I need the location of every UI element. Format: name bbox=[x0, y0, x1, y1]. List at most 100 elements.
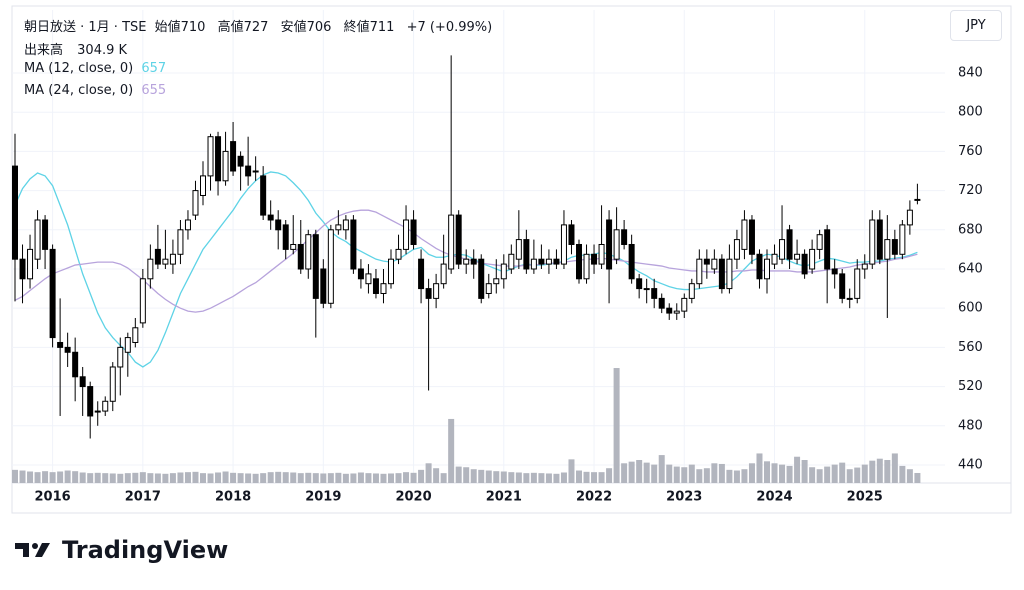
candle-body bbox=[365, 273, 372, 285]
volume-bar bbox=[733, 470, 740, 483]
volume-bar bbox=[621, 463, 628, 483]
volume-bar bbox=[365, 473, 372, 483]
candle-body bbox=[839, 273, 846, 299]
volume-bar bbox=[312, 473, 319, 483]
candle-body bbox=[658, 297, 665, 309]
candle-body bbox=[786, 229, 793, 260]
volume-bar bbox=[79, 472, 86, 483]
volume-bar bbox=[162, 473, 169, 483]
candle-body bbox=[79, 376, 86, 388]
candle-body bbox=[87, 386, 94, 417]
candle-body bbox=[809, 248, 816, 270]
candle-body bbox=[237, 155, 244, 167]
candle-body bbox=[72, 351, 79, 378]
volume-bar bbox=[523, 473, 530, 483]
header-line: 朝日放送 · 1月 · TSE 始値710 高値727 安値706 終値711 … bbox=[24, 16, 496, 35]
candle-body bbox=[410, 219, 417, 245]
volume-bar bbox=[801, 460, 808, 483]
candle-body bbox=[184, 219, 191, 231]
candle-body bbox=[583, 253, 590, 280]
currency-button[interactable]: JPY bbox=[950, 10, 1002, 41]
volume-bar bbox=[139, 472, 146, 483]
y-tick-label: 640 bbox=[958, 261, 983, 276]
candle-body bbox=[139, 278, 146, 324]
candle-body bbox=[455, 214, 462, 265]
volume-bar bbox=[681, 467, 688, 483]
volume-bar bbox=[576, 470, 582, 483]
volume-bar bbox=[320, 473, 327, 483]
volume-bar bbox=[200, 473, 206, 483]
candle-body bbox=[553, 258, 560, 265]
candle-body bbox=[598, 243, 605, 265]
candle-body bbox=[523, 239, 530, 270]
volume-bar bbox=[711, 463, 718, 483]
volume-bar bbox=[794, 456, 801, 483]
volume-bar bbox=[463, 467, 470, 483]
candle-body bbox=[500, 263, 507, 280]
candle-body bbox=[433, 283, 440, 299]
candle-body bbox=[538, 258, 545, 265]
volume-bar bbox=[290, 472, 297, 483]
volume-bar bbox=[282, 472, 289, 483]
volume-bar bbox=[372, 473, 379, 483]
candle-body bbox=[711, 258, 718, 270]
volume-bar bbox=[425, 463, 432, 483]
x-tick-label: 2020 bbox=[395, 490, 431, 505]
x-tick-label: 2024 bbox=[756, 490, 792, 505]
candle-body bbox=[19, 258, 26, 280]
candle-body bbox=[94, 410, 101, 413]
volume-bar bbox=[861, 464, 868, 483]
candle-body bbox=[576, 243, 582, 280]
candle-body bbox=[530, 258, 537, 270]
candle-body bbox=[425, 288, 432, 299]
y-tick-label: 760 bbox=[958, 144, 983, 159]
candle-body bbox=[673, 310, 680, 314]
volume-bar bbox=[809, 467, 816, 483]
volume-bar bbox=[327, 473, 334, 483]
volume-bar bbox=[440, 473, 447, 483]
volume-bar bbox=[215, 472, 222, 483]
volume-bar bbox=[636, 460, 643, 483]
volume-bar bbox=[184, 472, 191, 483]
y-tick-label: 480 bbox=[958, 418, 983, 433]
candle-body bbox=[418, 258, 425, 290]
volume-bar bbox=[771, 463, 778, 483]
volume-bar bbox=[764, 461, 770, 483]
candle-body bbox=[606, 219, 613, 270]
volume-bar bbox=[613, 368, 620, 483]
x-tick-label: 2016 bbox=[35, 490, 71, 505]
volume-bar bbox=[906, 469, 913, 483]
candle-body bbox=[831, 268, 838, 275]
volume-bar bbox=[410, 472, 417, 483]
candle-body bbox=[876, 219, 883, 260]
volume-bar bbox=[779, 464, 786, 483]
candle-body bbox=[162, 258, 169, 265]
volume-bar bbox=[688, 464, 695, 483]
volume-bar bbox=[703, 468, 710, 483]
volume-bar bbox=[831, 464, 838, 483]
volume-bar bbox=[154, 473, 161, 483]
candle-body bbox=[869, 219, 876, 265]
volume-bar bbox=[508, 472, 515, 483]
label: 安値 bbox=[280, 20, 307, 35]
candle-body bbox=[27, 248, 34, 280]
volume-bar bbox=[583, 471, 590, 483]
volume-bar bbox=[192, 471, 199, 483]
volume-bar bbox=[275, 471, 282, 483]
candle-body bbox=[854, 268, 861, 299]
volume-bar bbox=[177, 472, 184, 483]
volume-bar bbox=[448, 418, 455, 483]
volume-bar bbox=[403, 472, 410, 483]
y-tick-label: 560 bbox=[958, 340, 983, 355]
ma-value: 655 bbox=[141, 83, 167, 98]
x-tick-label: 2019 bbox=[305, 490, 341, 505]
volume-bar bbox=[538, 473, 545, 483]
candle-body bbox=[470, 258, 477, 265]
volume-bar bbox=[673, 466, 680, 483]
volume-bar bbox=[94, 472, 101, 483]
candle-body bbox=[515, 239, 522, 260]
volume-bar bbox=[267, 472, 274, 483]
candle-body bbox=[568, 224, 575, 245]
candle-body bbox=[12, 165, 18, 260]
